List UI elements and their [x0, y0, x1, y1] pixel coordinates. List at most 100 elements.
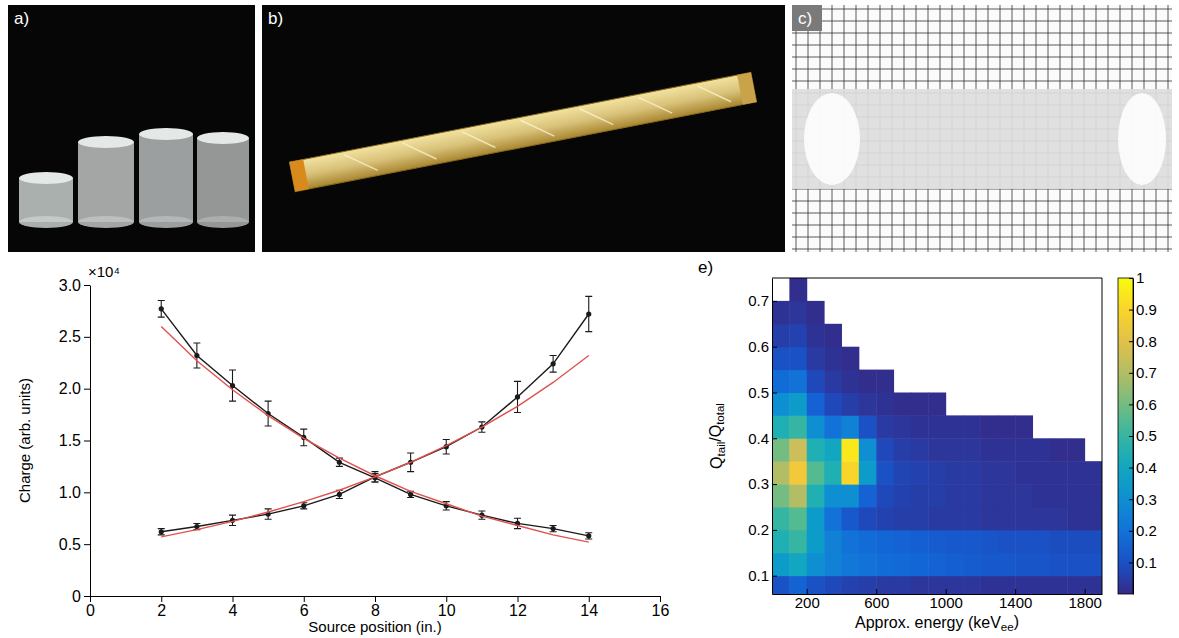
heatmap-cell: [824, 415, 842, 438]
error-bar: [585, 296, 592, 331]
heatmap-cell: [841, 347, 859, 370]
heatmap-cell: [946, 484, 964, 507]
heatmap-cell: [980, 576, 998, 594]
tick-label: 0.6: [1136, 396, 1157, 413]
paper-grid: [792, 237, 1172, 238]
heatmap-cell: [772, 392, 790, 415]
tick-label: 6: [300, 602, 309, 619]
tick: 1: [1129, 269, 1144, 286]
tick-label: 2: [157, 602, 166, 619]
tick: 16: [652, 596, 670, 619]
heatmap-cell: [772, 553, 790, 576]
error-bar: [193, 343, 200, 368]
heatmap-cell: [789, 484, 807, 507]
label-part: /Q: [707, 425, 724, 442]
crystal-streak: [403, 137, 437, 164]
tick-mark: [518, 596, 519, 602]
data-point: [159, 529, 164, 534]
paper-grid: [792, 21, 1172, 22]
sample-body: [139, 134, 193, 222]
error-bar: [158, 301, 165, 318]
heatmap-cell: [859, 370, 877, 393]
heatmap-cell: [1033, 438, 1051, 461]
heatmap-cell: [841, 507, 859, 530]
heatmap-cell: [807, 392, 825, 415]
glow: [804, 93, 860, 185]
panel-label: b): [268, 9, 283, 28]
tick: 200: [795, 589, 820, 611]
heatmap-cell: [980, 461, 998, 484]
heatmap-cell: [824, 370, 842, 393]
heatmap-cell: [841, 484, 859, 507]
tick-label: 0: [86, 602, 95, 619]
heatmap-cell: [841, 415, 859, 438]
tick-label: 8: [371, 602, 380, 619]
heatmap-cell: [789, 278, 807, 301]
data-point: [337, 492, 342, 497]
heatmap-cell: [998, 461, 1016, 484]
heatmap-cell: [859, 553, 877, 576]
tick-mark: [375, 596, 376, 602]
sample-top: [19, 172, 73, 184]
heatmap-cell: [963, 576, 981, 594]
heatmap-cell: [1015, 415, 1033, 438]
heatmap-cell: [998, 484, 1016, 507]
paper-grid: [792, 69, 1172, 70]
panel-label: c): [798, 9, 812, 28]
crystal-streak: [344, 149, 378, 176]
tick-label: 0.7: [1136, 364, 1157, 381]
heatmap-cell: [928, 507, 946, 530]
tick: 1400: [999, 589, 1032, 611]
heatmap-cell: [946, 553, 964, 576]
heatmap-cell: [946, 507, 964, 530]
heatmap-cell: [841, 461, 859, 484]
heatmap-cell: [772, 461, 790, 484]
photo-panel: a): [8, 5, 255, 252]
heatmap-cell: [946, 576, 964, 594]
heatmap-cell: [1085, 576, 1102, 594]
tick-label: 0.2: [748, 521, 769, 538]
heatmap-cell: [789, 507, 807, 530]
tick-label: 600: [864, 594, 889, 611]
tick-label: 4: [229, 602, 238, 619]
tick-mark: [1129, 531, 1133, 532]
heatmap-cell: [772, 576, 790, 594]
tick-label: 0.3: [748, 475, 769, 492]
tick-mark: [660, 596, 661, 602]
heatmap-cell: [772, 530, 790, 553]
heatmap-cell: [876, 553, 894, 576]
heatmap-cell: [824, 347, 842, 370]
tick: 4: [229, 596, 238, 619]
line-chart: 024681012141600.51.01.52.02.53.0Source p…: [16, 263, 670, 635]
tick: 2.5: [59, 328, 90, 345]
heatmap-cell: [807, 301, 825, 324]
heatmap-cell: [824, 392, 842, 415]
heatmap-cell: [894, 530, 912, 553]
heatmap-cell: [859, 484, 877, 507]
axis-title: Charge (arb. units): [16, 378, 33, 503]
tick-mark: [84, 389, 90, 390]
heatmap-cell: [772, 507, 790, 530]
heatmap-cell: [841, 576, 859, 594]
tick: 12: [509, 596, 527, 619]
tick-mark: [90, 596, 91, 602]
tick-label: 1400: [999, 594, 1032, 611]
crystal-bar: [289, 72, 756, 191]
heatmap-chart: 2006001000140018000.10.20.30.40.50.60.70…: [698, 258, 1157, 633]
heatmap-cell: [980, 415, 998, 438]
heatmap-cell: [772, 415, 790, 438]
series-line: [161, 355, 589, 536]
heatmap-cell: [894, 392, 912, 415]
heatmap-cell: [963, 530, 981, 553]
heatmap-cell: [946, 438, 964, 461]
axis-title: Approx. energy (keVee): [855, 613, 1019, 634]
heatmap-cell: [772, 438, 790, 461]
tick: 0.1: [748, 567, 777, 584]
heatmap-cell: [789, 324, 807, 347]
heatmap-cell: [876, 415, 894, 438]
tick: 10: [438, 596, 456, 619]
label-part: ee: [1001, 621, 1014, 633]
label-part: tail: [715, 442, 727, 457]
axis: 200600100014001800: [773, 589, 1103, 611]
paper-grid: [792, 81, 1172, 82]
